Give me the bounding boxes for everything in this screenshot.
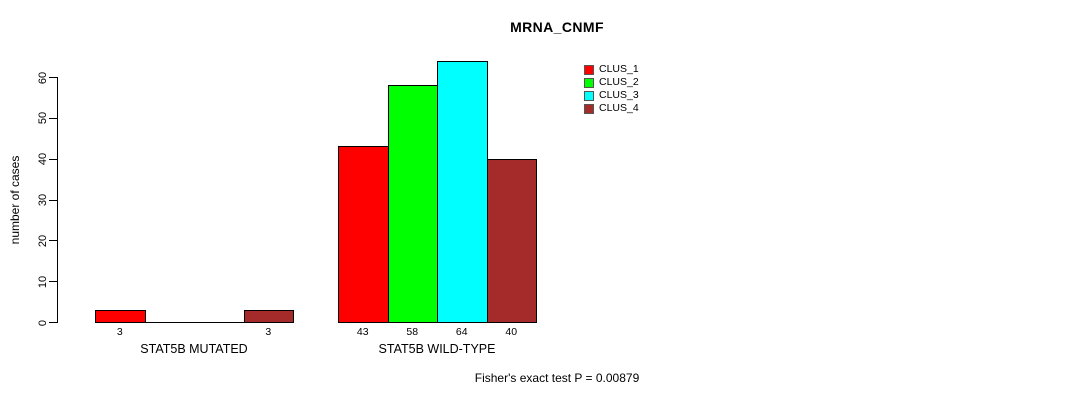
bar-clus_3-group2 [437,61,488,323]
bar-clus_4-group2 [486,159,537,323]
legend-label: CLUS_4 [599,102,639,114]
y-tick-label: 10 [37,275,49,288]
legend-item-clus_4: CLUS_4 [584,102,639,115]
y-tick [49,158,57,160]
legend-label: CLUS_1 [599,63,639,75]
legend-swatch-icon [584,90,594,101]
y-tick-label: 50 [37,112,49,125]
bar-clus_1-group1 [95,310,146,323]
bar-value-label: 3 [116,326,123,338]
bar-clus_1-group2 [338,146,389,323]
bar-value-label: 40 [505,326,518,338]
category-label: STAT5B MUTATED [140,342,248,356]
bar-value-label: 58 [406,326,419,338]
chart-title: MRNA_CNMF [510,19,604,35]
legend-swatch-icon [584,77,594,88]
legend-swatch-icon [584,103,594,114]
footnote: Fisher's exact test P = 0.00879 [474,371,640,385]
y-tick [49,281,57,283]
y-tick-label: 60 [37,71,49,84]
y-tick-label: 30 [37,193,49,207]
legend-label: CLUS_3 [599,89,639,101]
legend-item-clus_1: CLUS_1 [584,63,639,76]
y-tick [49,199,57,201]
bar-clus_4-group1 [243,310,294,323]
bar-clus_2-group2 [387,85,438,323]
group-baseline [95,322,294,323]
y-tick [49,117,57,119]
category-label: STAT5B WILD-TYPE [378,342,496,356]
y-axis-line [57,77,58,323]
legend-item-clus_2: CLUS_2 [584,76,639,89]
y-tick [49,77,57,78]
legend-label: CLUS_2 [599,76,639,88]
y-tick [49,322,57,323]
y-tick-label: 0 [37,319,49,326]
y-tick-label: 40 [37,153,49,166]
legend-swatch-icon [584,64,594,75]
y-tick [49,240,57,242]
bar-value-label: 64 [455,326,468,338]
bar-value-label: 3 [265,326,272,338]
legend: CLUS_1 CLUS_2 CLUS_3 CLUS_4 [584,63,639,115]
y-tick-label: 20 [37,234,49,247]
bar-value-label: 43 [356,326,369,338]
legend-item-clus_3: CLUS_3 [584,89,639,102]
